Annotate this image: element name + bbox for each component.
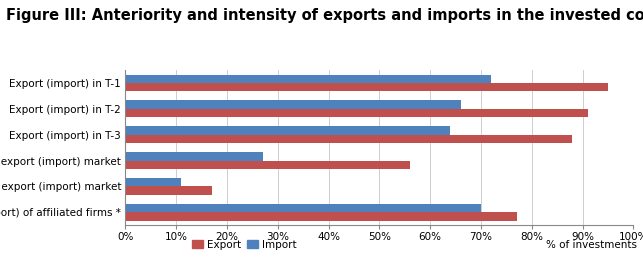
Bar: [125, 135, 572, 143]
Bar: [125, 212, 516, 221]
Bar: [125, 75, 491, 83]
Bar: [125, 152, 262, 161]
Bar: [125, 100, 460, 109]
Bar: [125, 161, 410, 169]
Bar: [125, 178, 181, 186]
Legend: Export, Import: Export, Import: [188, 235, 300, 254]
Bar: [125, 109, 588, 117]
Bar: [125, 126, 451, 135]
Bar: [125, 204, 481, 212]
Text: Figure III: Anteriority and intensity of exports and imports in the invested cou: Figure III: Anteriority and intensity of…: [6, 8, 643, 23]
Text: % of investments: % of investments: [545, 240, 637, 250]
Bar: [125, 186, 212, 195]
Bar: [125, 83, 608, 91]
